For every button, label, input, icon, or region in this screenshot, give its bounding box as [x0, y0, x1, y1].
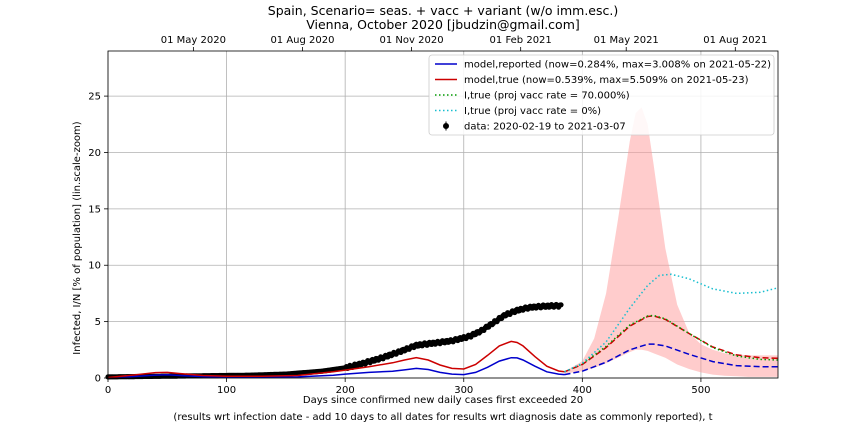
data-points	[105, 301, 564, 380]
x-axis-label-secondary: (results wrt infection date - add 10 day…	[173, 412, 712, 423]
y-axis-label: Infected, I/N [% of population] (lin.sca…	[72, 121, 83, 354]
legend-box	[428, 54, 775, 136]
y-tick-label: 0	[95, 374, 101, 385]
y-tick-label: 5	[95, 317, 101, 328]
x-tick-label: 400	[573, 385, 592, 396]
x-tick-label: 500	[691, 385, 710, 396]
legend-label: I,true (proj vacc rate = 0%)	[464, 106, 601, 117]
legend-label: model,true (now=0.539%, max=5.509% on 20…	[464, 75, 749, 86]
top-tick-label: 01 Nov 2020	[380, 35, 444, 46]
top-tick-label: 01 Feb 2021	[490, 35, 552, 46]
y-tick-label: 15	[88, 204, 101, 215]
legend-label: model,reported (now=0.284%, max=3.008% o…	[464, 60, 771, 71]
series-line	[564, 273, 779, 373]
x-tick-label: 0	[105, 385, 111, 396]
top-tick-label: 01 Aug 2020	[270, 35, 334, 46]
legend-label: data: 2020-02-19 to 2021-03-07	[464, 122, 626, 133]
y-tick-label: 20	[88, 148, 101, 159]
chart-title: Spain, Scenario= seas. + vacc + variant …	[268, 3, 618, 18]
axis-ticks: 0 100 200 300 400 500 0 5 10 15 20 25 01 May 2020 01 …	[88, 35, 767, 396]
x-axis-label: Days since confirmed new daily cases fir…	[303, 395, 583, 406]
x-tick-label: 300	[454, 385, 473, 396]
top-tick-label: 01 Aug 2021	[703, 35, 767, 46]
top-tick-label: 01 May 2021	[594, 35, 659, 46]
series-line	[564, 314, 779, 373]
plot-frame	[107, 50, 779, 379]
legend: model,reported (now=0.284%, max=3.008% o…	[428, 54, 775, 136]
y-tick-label: 10	[88, 261, 101, 272]
x-tick-label: 100	[217, 385, 236, 396]
series-lines	[107, 273, 779, 379]
legend-label: I,true (proj vacc rate = 70.000%)	[464, 91, 630, 102]
band-area	[564, 107, 778, 377]
uncertainty-band	[564, 107, 778, 377]
top-tick-label: 01 May 2020	[161, 35, 226, 46]
series-line	[107, 340, 565, 379]
data-point	[558, 302, 564, 308]
x-tick-label: 200	[336, 385, 355, 396]
y-tick-label: 25	[88, 92, 101, 103]
chart-subtitle: Vienna, October 2020 [jbudzin@gmail.com]	[306, 17, 580, 32]
series-line	[107, 356, 565, 379]
series-line	[564, 343, 778, 376]
